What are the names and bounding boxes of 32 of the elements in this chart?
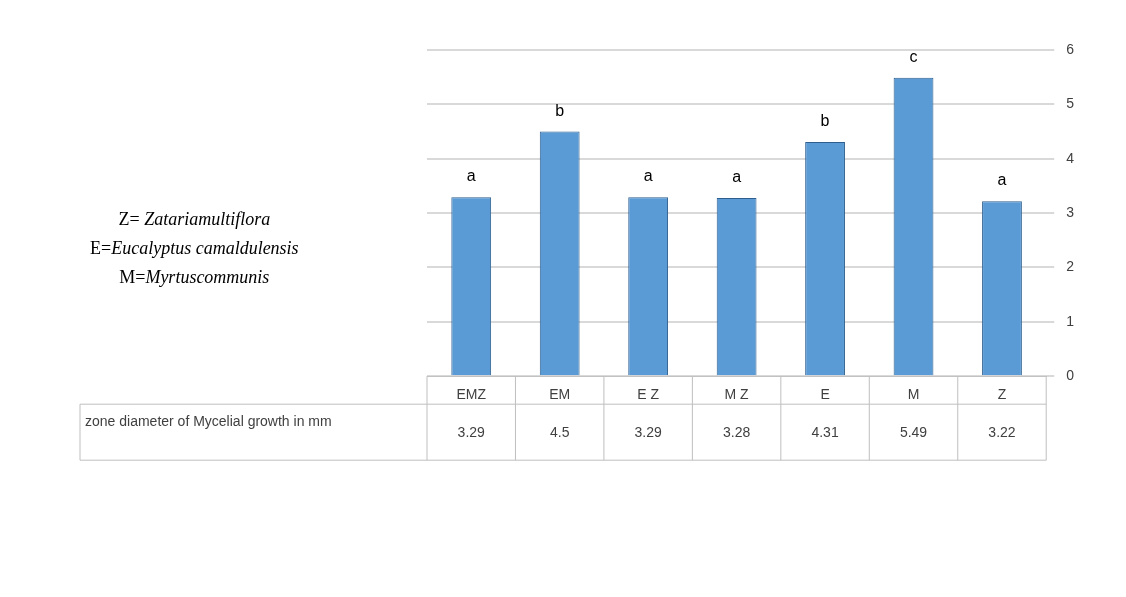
- y-tick-label: 4: [1066, 149, 1075, 166]
- annotation: a: [732, 167, 742, 185]
- data-label: 4.31: [811, 424, 839, 441]
- data-label: 3.22: [988, 424, 1016, 441]
- y-tick-label: 3: [1066, 203, 1075, 220]
- x-tick-label: EM: [549, 386, 571, 403]
- y-tick-label: 5: [1066, 95, 1075, 112]
- data-label: 4.5: [549, 424, 570, 441]
- text: zone diameter of Mycelial growth in mm: [85, 413, 332, 430]
- annotation: a: [997, 171, 1007, 189]
- x-tick-label: M: [907, 386, 920, 403]
- y-tick-label: 6: [1066, 40, 1075, 57]
- text: Z= Zatariamultiflora: [117, 208, 272, 231]
- annotation: a: [643, 167, 653, 185]
- y-tick-label: 1: [1066, 312, 1075, 329]
- data-label: 3.28: [722, 424, 751, 441]
- data-label: 5.49: [899, 424, 928, 441]
- x-tick-label: EMZ: [456, 386, 487, 403]
- data-label: 3.29: [634, 424, 662, 441]
- y-tick-label: 2: [1066, 258, 1075, 275]
- annotation: a: [466, 167, 476, 185]
- x-tick-label: E: [820, 386, 830, 403]
- x-tick-label: M Z: [724, 386, 750, 403]
- text: E=Eucalyptus camaldulensis: [90, 237, 299, 260]
- x-tick-label: Z: [997, 386, 1007, 403]
- text: M=Myrtuscommunis: [118, 266, 271, 289]
- data-label: 3.29: [457, 424, 486, 441]
- annotation: b: [555, 101, 565, 119]
- annotation: b: [820, 111, 830, 129]
- annotation: c: [909, 47, 918, 65]
- x-tick-label: E Z: [637, 386, 660, 403]
- y-tick-label: 0: [1066, 367, 1075, 384]
